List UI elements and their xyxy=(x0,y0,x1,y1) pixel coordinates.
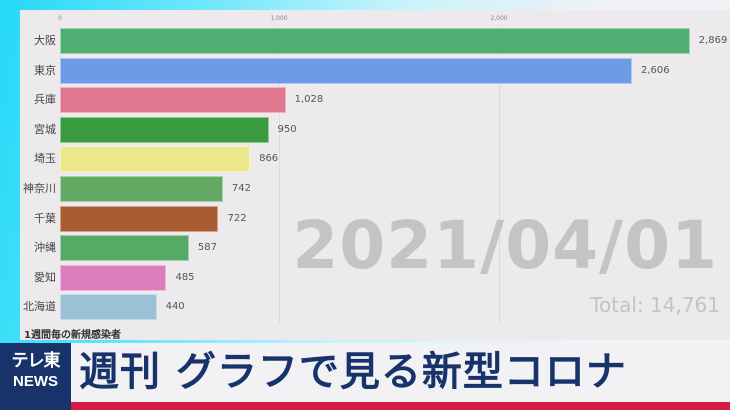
logo-text-top: テレ東 xyxy=(11,351,61,371)
category-label: 沖縄 xyxy=(34,241,56,255)
bar-value-label: 722 xyxy=(227,212,247,224)
category-label: 東京 xyxy=(34,63,56,77)
category-label: 宮城 xyxy=(34,122,56,136)
bar-value-label: 440 xyxy=(165,301,185,313)
category-label: 大阪 xyxy=(34,34,56,47)
bar-row: 千葉 722 xyxy=(20,205,720,232)
category-label: 兵庫 xyxy=(34,93,56,107)
bar-row: 北海道 440 xyxy=(20,294,720,321)
tv-tokyo-news-logo: テレ東 NEWS xyxy=(0,343,71,410)
total-label: Total: 14,761 xyxy=(590,293,720,317)
bar-row: 愛知 485 xyxy=(20,264,720,291)
bar-value-label: 2,869 xyxy=(698,35,728,46)
x-tick-1000: 1,000 xyxy=(270,15,288,22)
bar-value-label: 1,028 xyxy=(294,94,324,106)
category-label: 埼玉 xyxy=(34,152,56,166)
bar-row: 宮城 950 xyxy=(20,116,720,143)
bar-row: 神奈川 742 xyxy=(20,176,720,202)
bar xyxy=(60,264,167,291)
category-label: 神奈川 xyxy=(23,182,56,195)
bar-value-label: 950 xyxy=(277,123,297,135)
bar-row: 兵庫 1,028 xyxy=(20,87,720,114)
bar xyxy=(60,235,189,262)
chart-panel: 0 1,000 2,000 大阪 2,869 東京 2,606 兵庫 1,028 宮城 950… xyxy=(20,10,730,340)
bar-value-label: 587 xyxy=(197,242,217,254)
logo-text-bottom: NEWS xyxy=(13,373,58,390)
bar xyxy=(60,116,269,143)
gridline-1000 xyxy=(279,26,280,324)
bar xyxy=(60,57,633,84)
bar-row: 沖縄 587 xyxy=(20,235,720,262)
bar-value-label: 2,606 xyxy=(641,64,670,76)
gridline-2000 xyxy=(499,26,500,324)
bar xyxy=(60,87,286,114)
bar-row: 大阪 2,869 xyxy=(20,28,727,54)
red-accent-line xyxy=(71,402,730,410)
bar-value-label: 742 xyxy=(231,183,251,194)
bar xyxy=(60,294,157,321)
lower-third-banner xyxy=(0,343,730,410)
bar xyxy=(60,146,251,173)
headline: 週刊 グラフで見る新型コロナ xyxy=(79,349,627,395)
category-label: 千葉 xyxy=(34,211,56,225)
bar-row: 東京 2,606 xyxy=(20,57,720,84)
x-tick-0: 0 xyxy=(58,15,62,22)
bar xyxy=(60,176,223,202)
date-label: 2021/04/01 xyxy=(292,207,718,284)
category-label: 愛知 xyxy=(34,270,56,284)
bar-value-label: 866 xyxy=(259,153,279,165)
bar xyxy=(60,205,219,232)
category-label: 北海道 xyxy=(23,300,56,314)
bar-value-label: 485 xyxy=(175,271,195,283)
x-tick-2000: 2,000 xyxy=(490,15,508,22)
chart-caption: 1週間毎の新規感染者 xyxy=(24,330,121,341)
bar-row: 埼玉 866 xyxy=(20,146,720,173)
bar xyxy=(60,28,690,54)
